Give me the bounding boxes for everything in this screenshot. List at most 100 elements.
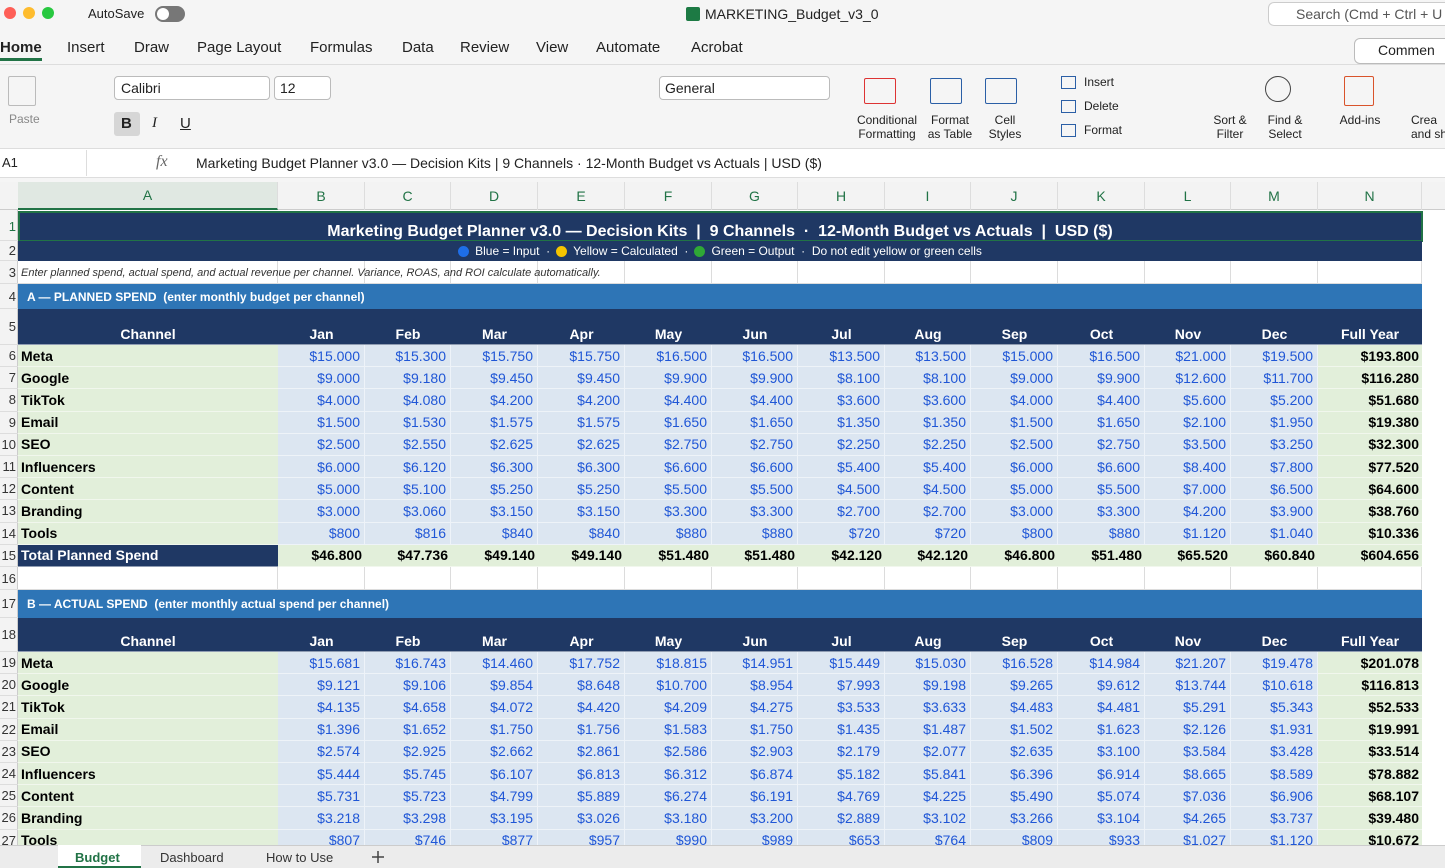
sheet-tab[interactable]: Dashboard [160, 850, 224, 865]
tool-label[interactable]: as Table [927, 127, 973, 141]
cell: $720 [798, 522, 885, 545]
cell-grid [18, 261, 278, 284]
create-label[interactable]: and sh [1411, 127, 1445, 141]
cell: Email [18, 411, 278, 434]
section-row [18, 590, 1422, 618]
size-box[interactable] [274, 76, 331, 100]
cell: $5.600 [1145, 389, 1231, 412]
cell: $16.528 [971, 652, 1058, 675]
ribbon-tab[interactable]: Draw [134, 39, 170, 56]
ribbon-tab[interactable]: Formulas [310, 39, 373, 56]
cell-grid [1058, 261, 1145, 284]
column-header: D [451, 182, 538, 210]
cell: $52.533 [1318, 696, 1422, 719]
cell: Tools [18, 829, 278, 845]
cell: $6.906 [1231, 785, 1318, 808]
cell: $1.435 [798, 718, 885, 741]
sheet-grid[interactable]: A B C D E F G H I J K L M N 1 2 3 4 5 6 7 8 9 10 11 12 13 14 15 16 17 1… [0, 182, 1445, 845]
section-heading: B — ACTUAL SPEND (enter monthly actual s… [27, 597, 390, 611]
ribbon-divider [0, 64, 1445, 65]
cell: $746 [365, 829, 451, 845]
tool-label[interactable]: Styles [988, 127, 1022, 141]
editing-label[interactable]: Select [1268, 127, 1302, 141]
cell: Nov [1145, 618, 1231, 652]
row-number: 11 [0, 456, 18, 479]
cell: $193.800 [1318, 345, 1422, 368]
addins-icon[interactable] [1344, 76, 1374, 106]
cells-menu-item[interactable]: Delete [1084, 99, 1119, 113]
cell: Influencers [18, 456, 278, 479]
addins-label[interactable]: Add-ins [1339, 113, 1381, 127]
cell: $3.633 [885, 696, 971, 719]
row-number: 24 [0, 763, 18, 786]
cell: $9.900 [1058, 367, 1145, 390]
sheet-tab[interactable]: Budget [75, 850, 120, 865]
ribbon-tab[interactable]: Acrobat [691, 39, 743, 56]
tool-label[interactable]: Format [930, 113, 969, 127]
cell: $51.480 [1058, 544, 1145, 567]
ribbon-tab[interactable]: View [536, 39, 569, 56]
ribbon-tab[interactable]: Review [460, 39, 510, 56]
ribbon-tab[interactable]: Home [0, 39, 42, 61]
cell: $5.200 [1231, 389, 1318, 412]
minimize-button[interactable] [23, 7, 35, 19]
number-format-box[interactable] [659, 76, 830, 100]
cell-grid [538, 261, 625, 284]
note: Enter planned spend, actual spend, and a… [21, 266, 601, 279]
ribbon-tab[interactable]: Insert [67, 39, 105, 56]
column-header: M [1231, 182, 1318, 210]
add-sheet[interactable] [370, 850, 386, 864]
zoom-button[interactable] [42, 7, 54, 19]
format-table-icon[interactable] [930, 78, 962, 104]
cell: $5.100 [365, 478, 451, 501]
find-icon[interactable] [1265, 76, 1291, 102]
legend-dot [694, 245, 706, 257]
autosave-toggle[interactable] [155, 6, 185, 22]
cell: $6.191 [712, 785, 798, 808]
comments-button[interactable] [1354, 38, 1445, 64]
editing-label[interactable]: Sort & [1213, 113, 1247, 127]
cells-menu-item[interactable]: Insert [1084, 75, 1115, 89]
tool-label[interactable]: Formatting [858, 127, 916, 141]
tool-label[interactable]: Conditional [856, 113, 918, 127]
sheet-tab[interactable]: How to Use [266, 850, 334, 865]
cell: $800 [971, 522, 1058, 545]
ribbon-tab[interactable]: Automate [596, 39, 661, 56]
paste-icon[interactable] [8, 76, 36, 106]
format-italic[interactable]: I [152, 115, 157, 131]
cell: $39.480 [1318, 807, 1422, 830]
search-box[interactable] [1268, 2, 1445, 26]
row-number: 26 [0, 807, 18, 830]
format-bold[interactable]: B [121, 115, 132, 132]
cell: $1.500 [278, 411, 365, 434]
cells-menu-item[interactable]: Format [1084, 123, 1123, 137]
tool-label[interactable]: Cell [994, 113, 1016, 127]
cell-grid [1318, 567, 1422, 590]
conditional-formatting-icon[interactable] [864, 78, 896, 104]
cell: $116.813 [1318, 674, 1422, 697]
format-underline[interactable]: U [180, 115, 191, 132]
cells-icon [1061, 100, 1076, 113]
cell: Jun [712, 618, 798, 652]
cell: $15.000 [971, 345, 1058, 368]
cell-styles-icon[interactable] [985, 78, 1017, 104]
ribbon-tab[interactable]: Page Layout [197, 39, 282, 56]
row-number: 18 [0, 618, 18, 652]
cell: $2.250 [885, 433, 971, 456]
font-box[interactable] [114, 76, 270, 100]
editing-label[interactable]: Filter [1216, 127, 1244, 141]
cell: May [625, 618, 712, 652]
cell: Aug [885, 618, 971, 652]
name-box[interactable]: A1 [2, 155, 18, 170]
active-tab [58, 845, 141, 868]
cell: $2.861 [538, 740, 625, 763]
cell: $201.078 [1318, 652, 1422, 675]
ribbon-tab[interactable]: Data [402, 39, 434, 56]
close-button[interactable] [4, 7, 16, 19]
cell: $933 [1058, 829, 1145, 845]
formula-bar[interactable] [0, 148, 1445, 178]
cell: $46.800 [278, 544, 365, 567]
cell: $4.500 [798, 478, 885, 501]
create-label[interactable]: Crea [1411, 113, 1438, 127]
editing-label[interactable]: Find & [1267, 113, 1303, 127]
